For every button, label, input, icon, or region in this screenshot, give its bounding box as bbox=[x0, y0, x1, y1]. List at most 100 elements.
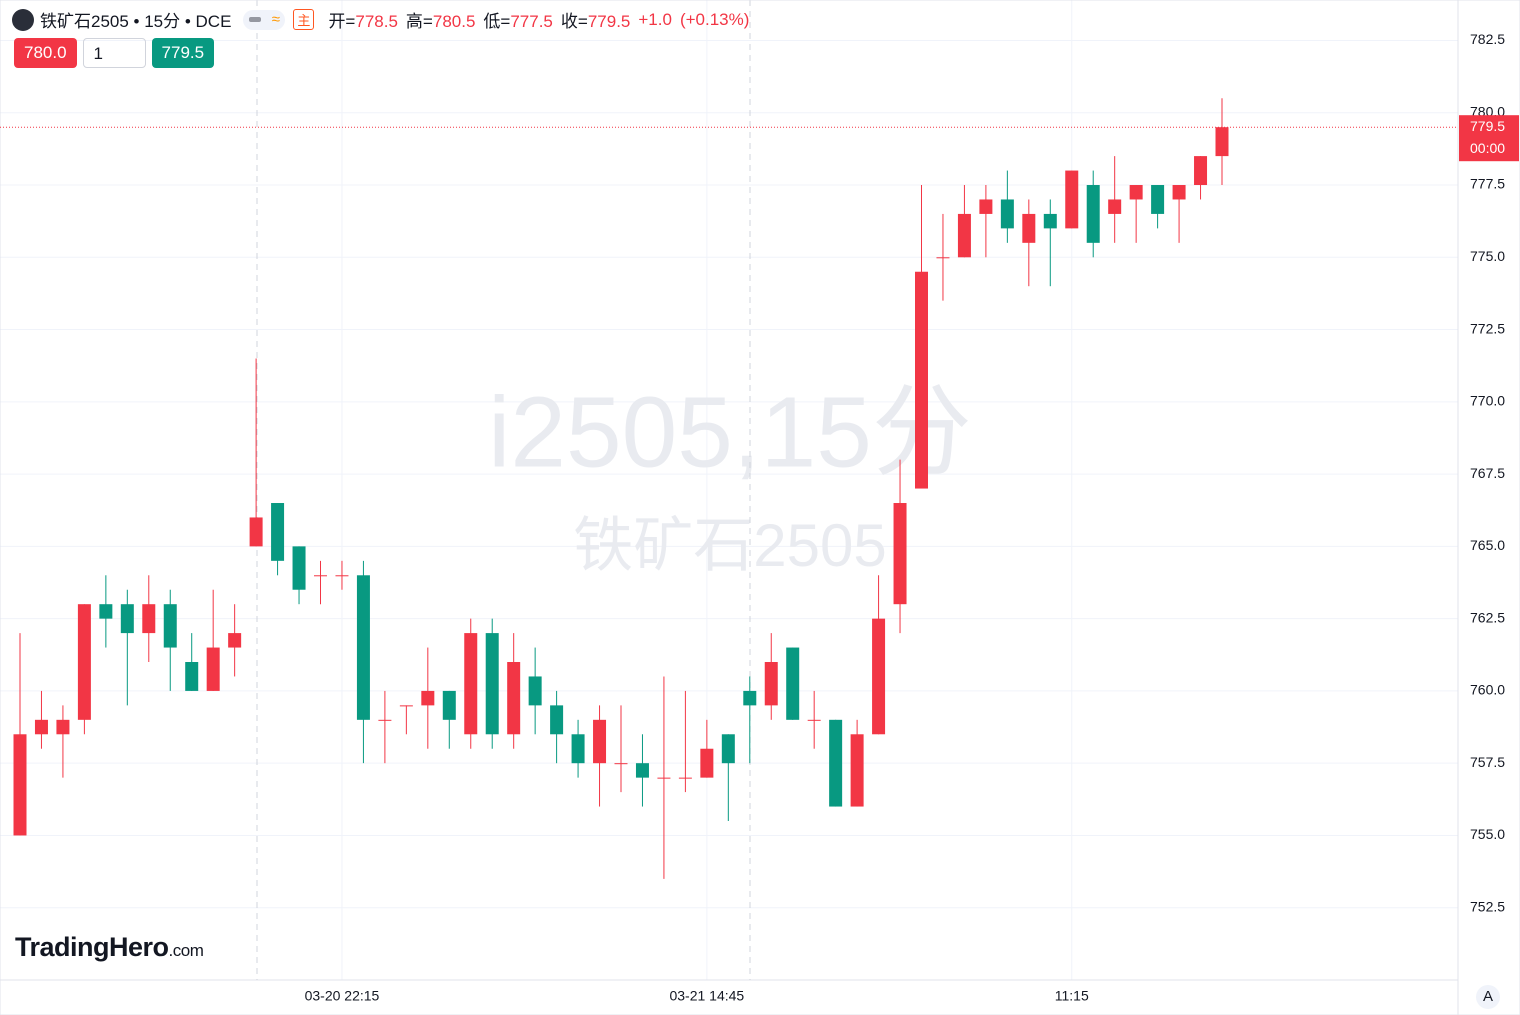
y-tick-label: 772.5 bbox=[1470, 320, 1505, 336]
y-tick-label: 755.0 bbox=[1470, 826, 1505, 842]
symbol: 铁矿石2505 • 15分 • DCE bbox=[40, 12, 232, 31]
candle-body bbox=[206, 647, 220, 691]
auto-scale-button[interactable]: A bbox=[1476, 985, 1500, 1009]
candle-body bbox=[34, 719, 48, 735]
candle-body bbox=[786, 647, 800, 720]
candle-body bbox=[1129, 185, 1143, 200]
candle-body bbox=[635, 763, 649, 778]
x-tick-label: 11:15 bbox=[1055, 988, 1089, 1004]
candle-body bbox=[657, 777, 671, 779]
candle-body bbox=[893, 503, 907, 605]
y-tick-label: 770.0 bbox=[1470, 393, 1505, 409]
y-tick-label: 777.5 bbox=[1470, 176, 1505, 192]
candle-body bbox=[507, 662, 521, 735]
ohlc-label: 开= bbox=[328, 12, 356, 31]
candle-body bbox=[185, 662, 199, 691]
ohlc-label: 低= bbox=[483, 12, 511, 31]
candle-body bbox=[872, 618, 886, 735]
ohlc-label: 高= bbox=[405, 12, 433, 31]
sell-button[interactable]: 780.0 bbox=[14, 38, 77, 68]
logo-suffix: .com bbox=[168, 941, 204, 960]
y-tick-label: 752.5 bbox=[1470, 898, 1505, 914]
candle-body bbox=[550, 705, 564, 735]
candle-body bbox=[1000, 199, 1014, 229]
icon: ≈ bbox=[271, 11, 280, 28]
candle-body bbox=[850, 734, 864, 807]
buy-button[interactable]: 779.5 bbox=[151, 38, 215, 68]
ohlc-value: 778.5 bbox=[355, 12, 398, 31]
y-tick-label: 767.5 bbox=[1470, 465, 1505, 481]
y-tick-label: 757.5 bbox=[1470, 754, 1505, 770]
candle-body bbox=[13, 734, 27, 836]
candle-body bbox=[1086, 185, 1100, 243]
ohlc-value: 777.5 bbox=[510, 12, 553, 31]
candle-body bbox=[378, 719, 392, 721]
candle-body bbox=[1215, 127, 1229, 157]
candle-body bbox=[1151, 185, 1165, 214]
candle-body bbox=[1172, 185, 1186, 200]
candle-body bbox=[614, 763, 628, 765]
candle-body bbox=[764, 662, 778, 706]
candle-body bbox=[936, 257, 950, 259]
price-label-box bbox=[1459, 115, 1519, 162]
y-tick-label: 762.5 bbox=[1470, 609, 1505, 625]
candle-body bbox=[1022, 213, 1036, 243]
icon[interactable]: 主 bbox=[293, 9, 315, 30]
y-tick-label: 760.0 bbox=[1470, 682, 1505, 698]
price-label: 779.5 bbox=[1470, 118, 1505, 134]
candle-body bbox=[335, 575, 349, 577]
candle-body bbox=[464, 633, 478, 735]
y-tick-label: 775.0 bbox=[1470, 248, 1505, 264]
ohlc-value: 779.5 bbox=[587, 12, 631, 31]
candle-body bbox=[249, 517, 263, 547]
candle-body bbox=[571, 734, 585, 764]
x-tick-label: 03-20 22:15 bbox=[305, 988, 380, 1004]
ohlc-label: 收= bbox=[560, 12, 588, 31]
change-pct: (+0.13%) bbox=[679, 9, 750, 29]
logo: TradingHero.com bbox=[15, 932, 204, 963]
candle-body bbox=[442, 690, 456, 720]
candle-body bbox=[421, 690, 435, 706]
candle-body bbox=[1108, 199, 1122, 214]
candle-body bbox=[807, 719, 821, 721]
legend: 铁矿石2505 • 15分 • DCE ≈ 主 开=778.5 高=780.5 低=… bbox=[12, 7, 757, 32]
candle-body bbox=[99, 604, 113, 619]
toggle[interactable]: ≈ bbox=[243, 9, 286, 30]
symbol-icon bbox=[12, 8, 34, 31]
candle-body bbox=[528, 676, 542, 706]
candle-body bbox=[957, 213, 971, 258]
logo-name: TradingHero bbox=[15, 932, 169, 962]
candle-body bbox=[1043, 213, 1057, 229]
candle-body bbox=[700, 748, 714, 778]
candle-body bbox=[56, 719, 70, 735]
candle-body bbox=[829, 719, 843, 807]
quantity-input[interactable]: 1 bbox=[82, 38, 146, 68]
ohlc-value: 780.5 bbox=[432, 12, 476, 31]
candle-body bbox=[915, 271, 928, 489]
candle-body bbox=[1065, 170, 1079, 229]
candle-body bbox=[356, 575, 370, 720]
change: +1.0 bbox=[638, 9, 672, 29]
candle-body bbox=[228, 633, 242, 648]
candle-body bbox=[485, 633, 499, 735]
watermark-subtitle: 铁矿石2505 bbox=[573, 512, 886, 579]
candle-body bbox=[271, 503, 285, 561]
countdown: 00:00 bbox=[1470, 140, 1505, 156]
candle-body bbox=[77, 604, 91, 720]
candle-body bbox=[1194, 156, 1208, 186]
candle-body bbox=[743, 690, 757, 706]
candle-body bbox=[120, 604, 134, 634]
candle-body bbox=[678, 777, 692, 779]
y-tick-label: 765.0 bbox=[1470, 537, 1505, 553]
candle-body bbox=[292, 546, 306, 590]
candle-body bbox=[593, 719, 607, 764]
candle-body bbox=[142, 604, 156, 634]
candle-body bbox=[399, 705, 413, 707]
y-tick-label: 782.5 bbox=[1470, 31, 1505, 47]
candle-body bbox=[163, 604, 177, 648]
candle-body bbox=[721, 734, 735, 764]
ohlc: 开=778.5 高=780.5 低=777.5 收=779.5 bbox=[328, 7, 638, 32]
